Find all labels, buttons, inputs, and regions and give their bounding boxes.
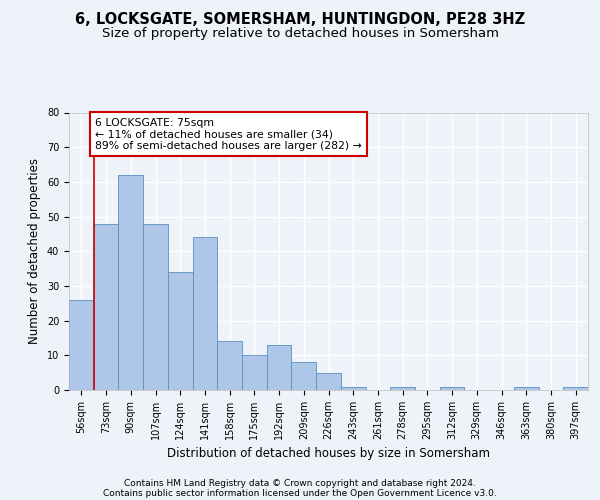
Bar <box>193 238 217 390</box>
Bar <box>118 175 143 390</box>
Text: Contains HM Land Registry data © Crown copyright and database right 2024.: Contains HM Land Registry data © Crown c… <box>124 478 476 488</box>
Bar <box>168 272 193 390</box>
Bar <box>143 224 168 390</box>
Bar <box>514 386 539 390</box>
X-axis label: Distribution of detached houses by size in Somersham: Distribution of detached houses by size … <box>167 448 490 460</box>
Bar <box>69 300 94 390</box>
Bar <box>94 224 118 390</box>
Bar <box>563 386 588 390</box>
Text: 6 LOCKSGATE: 75sqm
← 11% of detached houses are smaller (34)
89% of semi-detache: 6 LOCKSGATE: 75sqm ← 11% of detached hou… <box>95 118 362 151</box>
Bar <box>267 345 292 390</box>
Bar <box>292 362 316 390</box>
Bar <box>440 386 464 390</box>
Text: Contains public sector information licensed under the Open Government Licence v3: Contains public sector information licen… <box>103 488 497 498</box>
Text: 6, LOCKSGATE, SOMERSHAM, HUNTINGDON, PE28 3HZ: 6, LOCKSGATE, SOMERSHAM, HUNTINGDON, PE2… <box>75 12 525 28</box>
Y-axis label: Number of detached properties: Number of detached properties <box>28 158 41 344</box>
Bar <box>390 386 415 390</box>
Bar <box>316 372 341 390</box>
Bar <box>217 342 242 390</box>
Text: Size of property relative to detached houses in Somersham: Size of property relative to detached ho… <box>101 28 499 40</box>
Bar <box>341 386 365 390</box>
Bar <box>242 356 267 390</box>
